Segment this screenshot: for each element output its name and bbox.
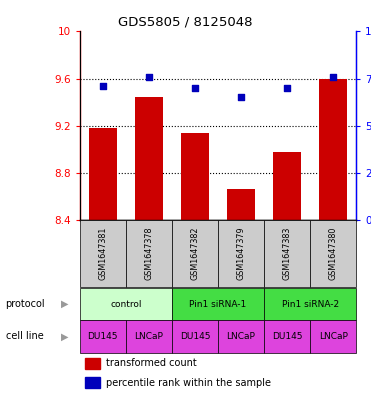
Text: percentile rank within the sample: percentile rank within the sample [106,378,271,388]
Point [330,73,336,80]
Bar [89,128,116,220]
Text: GSM1647378: GSM1647378 [144,227,153,280]
Bar [172,320,218,353]
Bar [227,189,255,220]
Text: control: control [110,300,142,309]
Bar [218,220,264,287]
Text: LNCaP: LNCaP [227,332,255,341]
Bar [273,152,301,220]
Text: DU145: DU145 [272,332,302,341]
Text: GSM1647379: GSM1647379 [236,227,246,280]
Bar [80,320,126,353]
Text: Pin1 siRNA-1: Pin1 siRNA-1 [189,300,247,309]
Text: ▶: ▶ [61,299,69,309]
Text: cell line: cell line [6,331,43,342]
Text: transformed count: transformed count [106,358,197,368]
Text: ▶: ▶ [61,331,69,342]
Bar [264,320,310,353]
Bar [172,220,218,287]
Bar [218,320,264,353]
Bar [80,288,172,320]
Text: GSM1647381: GSM1647381 [98,227,107,280]
Bar [126,220,172,287]
Point [192,85,198,91]
Text: LNCaP: LNCaP [319,332,348,341]
Text: GSM1647383: GSM1647383 [283,227,292,280]
Bar [310,320,356,353]
Text: DU145: DU145 [88,332,118,341]
Point [146,73,152,80]
Bar [181,133,209,220]
Bar [85,377,101,388]
Bar [135,97,163,220]
Bar [319,79,347,220]
Text: GDS5805 / 8125048: GDS5805 / 8125048 [118,16,253,29]
Bar [126,320,172,353]
Text: GSM1647382: GSM1647382 [190,227,200,280]
Text: GSM1647380: GSM1647380 [329,227,338,280]
Bar [85,358,101,369]
Point [284,85,290,91]
Text: DU145: DU145 [180,332,210,341]
Bar [172,288,264,320]
Bar [80,220,126,287]
Bar [264,220,310,287]
Text: protocol: protocol [6,299,45,309]
Text: Pin1 siRNA-2: Pin1 siRNA-2 [282,300,339,309]
Text: LNCaP: LNCaP [134,332,163,341]
Bar [264,288,356,320]
Point [100,83,106,89]
Point [238,94,244,101]
Bar [310,220,356,287]
